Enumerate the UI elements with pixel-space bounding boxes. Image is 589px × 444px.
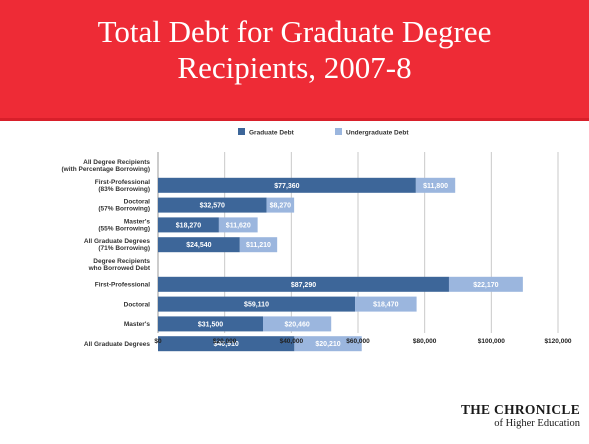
graduate-value-label: $18,270 <box>176 222 201 229</box>
legend-swatch <box>238 128 245 135</box>
bar-undergraduate-debt <box>415 177 456 193</box>
undergraduate-value-label: $11,620 <box>226 222 251 229</box>
logo-subtitle: of Higher Education <box>494 418 580 429</box>
legend: Graduate Debt Undergraduate Debt <box>238 128 409 137</box>
logo-title: THE CHRONICLE <box>460 402 580 417</box>
graduate-value-label: $24,540 <box>186 242 211 249</box>
bar-undergraduate-debt <box>448 276 523 292</box>
bar-undergraduate-debt <box>266 197 295 213</box>
bar-undergraduate-debt <box>263 316 332 332</box>
category-label: First-Professional (83% Borrowing) <box>95 179 150 193</box>
undergraduate-value-label: $22,170 <box>473 282 498 289</box>
graduate-value-label: $32,570 <box>200 203 225 210</box>
bar-graduate-debt <box>158 237 240 253</box>
x-tick-label: $80,000 <box>413 338 437 345</box>
bar-undergraduate-debt <box>294 336 362 352</box>
x-tick-label: $60,000 <box>346 338 370 345</box>
bar-undergraduate-debt <box>355 296 417 312</box>
category-label: Master's (55% Borrowing) <box>98 218 150 232</box>
legend-label: Graduate Debt <box>249 130 295 137</box>
bar-graduate-debt <box>158 296 356 312</box>
category-header: Degree Recipients who Borrowed Debt <box>88 258 151 272</box>
graduate-value-label: $40,910 <box>214 341 239 348</box>
x-tick-label: $120,000 <box>544 338 571 345</box>
category-label: Master's <box>124 321 150 328</box>
undergraduate-value-label: $8,270 <box>270 203 292 210</box>
undergraduate-value-label: $11,210 <box>246 242 271 249</box>
category-label: All Graduate Degrees <box>84 341 150 348</box>
title-band: Total Debt for Graduate Degree Recipient… <box>0 0 589 121</box>
graduate-value-label: $31,500 <box>198 321 223 328</box>
slide-title: Total Debt for Graduate Degree Recipient… <box>97 14 492 85</box>
category-labels: All Degree Recipients (with Percentage Bo… <box>62 159 151 348</box>
undergraduate-value-label: $11,800 <box>423 183 448 190</box>
bar-graduate-debt <box>158 217 219 233</box>
legend-swatch <box>335 128 342 135</box>
graduate-value-label: $77,360 <box>274 183 299 190</box>
legend-label: Undergraduate Debt <box>346 130 409 137</box>
undergraduate-value-label: $20,460 <box>284 321 309 328</box>
x-tick-label: $100,000 <box>478 338 505 345</box>
bar-graduate-debt <box>158 197 267 213</box>
category-label: Doctoral (57% Borrowing) <box>98 199 150 213</box>
bar-graduate-debt <box>158 316 263 332</box>
x-axis-ticks: $0 $20,000 $40,000 $60,000 $80,000 $100,000 $1… <box>154 338 572 345</box>
graduate-value-label: $59,110 <box>244 302 269 309</box>
bar-undergraduate-debt <box>218 217 258 233</box>
chronicle-logo: THE CHRONICLE of Higher Education <box>420 402 580 430</box>
category-label: All Graduate Degrees (71% Borrowing) <box>84 238 150 252</box>
x-tick-label: $20,000 <box>213 338 237 345</box>
category-label: Doctoral <box>124 301 151 308</box>
graduate-value-label: $87,290 <box>291 282 316 289</box>
undergraduate-value-label: $18,470 <box>373 302 398 309</box>
stacked-bar-chart: Graduate Debt Undergraduate Debt $77,360 $… <box>62 128 572 352</box>
category-header: All Degree Recipients (with Percentage Bo… <box>62 159 151 173</box>
category-label: First-Professional <box>95 282 150 289</box>
x-tick-label: $0 <box>154 338 162 345</box>
bar-undergraduate-debt <box>239 237 278 253</box>
bars: $77,360 $11,800 $32,570 $8,270 $18,270 $11,62… <box>158 177 523 352</box>
bar-graduate-debt <box>158 336 295 352</box>
undergraduate-value-label: $20,210 <box>315 341 340 348</box>
x-tick-label: $40,000 <box>280 338 304 345</box>
bar-graduate-debt <box>158 177 416 193</box>
bar-graduate-debt <box>158 276 449 292</box>
